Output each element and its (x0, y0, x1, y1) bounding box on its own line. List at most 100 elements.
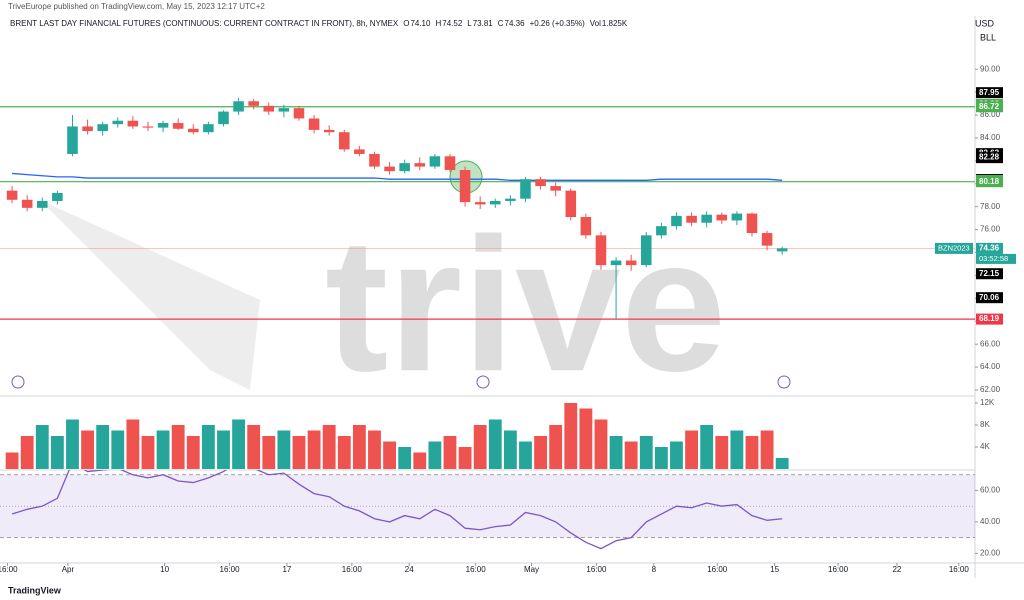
x-tick-label: 22 (892, 565, 901, 574)
volume-bar (398, 446, 412, 469)
candle-body (686, 215, 697, 223)
volume-bar (670, 441, 683, 469)
candle-body (338, 132, 350, 150)
volume-bar (760, 430, 774, 469)
legend-text: C (498, 19, 504, 28)
candle-body (308, 118, 320, 130)
price-label: 68.19 (979, 314, 1000, 323)
event-icon[interactable] (476, 375, 490, 389)
volume-bar (50, 435, 64, 469)
candle-body (414, 163, 426, 167)
legend-text: L (467, 19, 472, 28)
price-label: 70.06 (979, 293, 1000, 302)
volume-bar (217, 430, 230, 469)
candle-body (459, 170, 471, 203)
symbol-label: BZN2023 (938, 243, 970, 252)
x-tick-label: 15 (770, 565, 779, 574)
v-tick-label: 8K (980, 420, 990, 429)
volume-bar (5, 452, 19, 469)
event-icon[interactable] (11, 375, 25, 389)
countdown: 03:52:58 (979, 254, 1008, 263)
price-label: 72.15 (979, 269, 1000, 278)
y-tick-label: 76.00 (980, 225, 1001, 234)
candle-body (142, 126, 154, 128)
volume-bar (730, 430, 744, 469)
price-label: 86.72 (979, 102, 1000, 111)
volume-bar (111, 430, 125, 469)
volume-bar (413, 452, 427, 469)
volume-bar (624, 441, 638, 469)
candle-body (127, 120, 139, 127)
price-label: 80.18 (979, 177, 1000, 186)
volume-bar (337, 435, 351, 469)
volume-bar (594, 419, 608, 469)
volume-bar (96, 424, 110, 469)
price-label-bg (976, 268, 1003, 280)
volume-bar (201, 424, 215, 469)
volume-bar (66, 419, 79, 469)
volume-bar (519, 441, 532, 469)
x-tick-label: 17 (282, 565, 291, 574)
legend-text: 74.10 (410, 19, 431, 28)
x-tick-label: 16:00 (0, 565, 18, 574)
candle-body (112, 120, 124, 125)
volume-bar (141, 435, 155, 469)
candle-body (52, 192, 63, 201)
moving-average (12, 172, 783, 181)
y-tick-label: 78.00 (980, 202, 1001, 211)
candle-body (36, 200, 48, 208)
candle-body (731, 213, 743, 221)
price-label-bg (976, 152, 1003, 164)
candle-body (746, 213, 758, 234)
logo-shape (40, 200, 260, 390)
candle-body (761, 233, 773, 246)
volume-bar (534, 435, 547, 469)
candle-body (399, 163, 410, 172)
volume-bar (745, 435, 759, 469)
price-label-bg (976, 101, 1003, 113)
volume-bar (232, 419, 245, 469)
volume-bar (368, 430, 381, 469)
volume-bar (20, 435, 34, 469)
r-tick-label: 60.00 (980, 486, 1001, 495)
legend-text: 74.52 (442, 19, 463, 28)
candle-body (21, 199, 33, 208)
volume-bar (700, 424, 714, 469)
legend-text: 1.825K (602, 19, 628, 28)
x-tick-label: 8 (652, 565, 657, 574)
volume-bar (609, 435, 623, 469)
candle-body (444, 156, 456, 171)
x-tick-label: 16:00 (949, 565, 970, 574)
candle-body (233, 101, 244, 112)
volume-bar (715, 435, 729, 469)
price-label-bg (976, 292, 1003, 304)
candle-body (565, 190, 577, 218)
publisher: TriveEurope published on TradingView.com… (8, 2, 265, 11)
candle-body (293, 108, 305, 119)
legend-text: +0.26 (+0.35%) (530, 19, 585, 28)
candle-body (671, 215, 682, 227)
event-icon[interactable] (777, 375, 791, 389)
candle-body (505, 198, 516, 201)
candle-body (474, 202, 486, 205)
price-label: 82.28 (979, 153, 1000, 162)
candle-body (776, 248, 788, 252)
rsi-pane (0, 470, 975, 550)
volume-bar (171, 424, 185, 469)
volume-bar (186, 435, 200, 469)
candle-body (550, 186, 561, 191)
candle-body (354, 149, 365, 154)
candle-body (535, 179, 546, 187)
price-label-bg (976, 242, 1003, 254)
volume-bar (81, 430, 94, 469)
candle-body (384, 166, 395, 172)
x-tick-label: Apr (62, 565, 75, 574)
candle-body (218, 111, 229, 125)
candle-body (157, 123, 169, 128)
volume-bar (292, 435, 306, 469)
volume-bar (307, 430, 321, 469)
candle-body (263, 105, 275, 112)
volume-bar (322, 424, 336, 469)
volume-bar (126, 419, 140, 469)
